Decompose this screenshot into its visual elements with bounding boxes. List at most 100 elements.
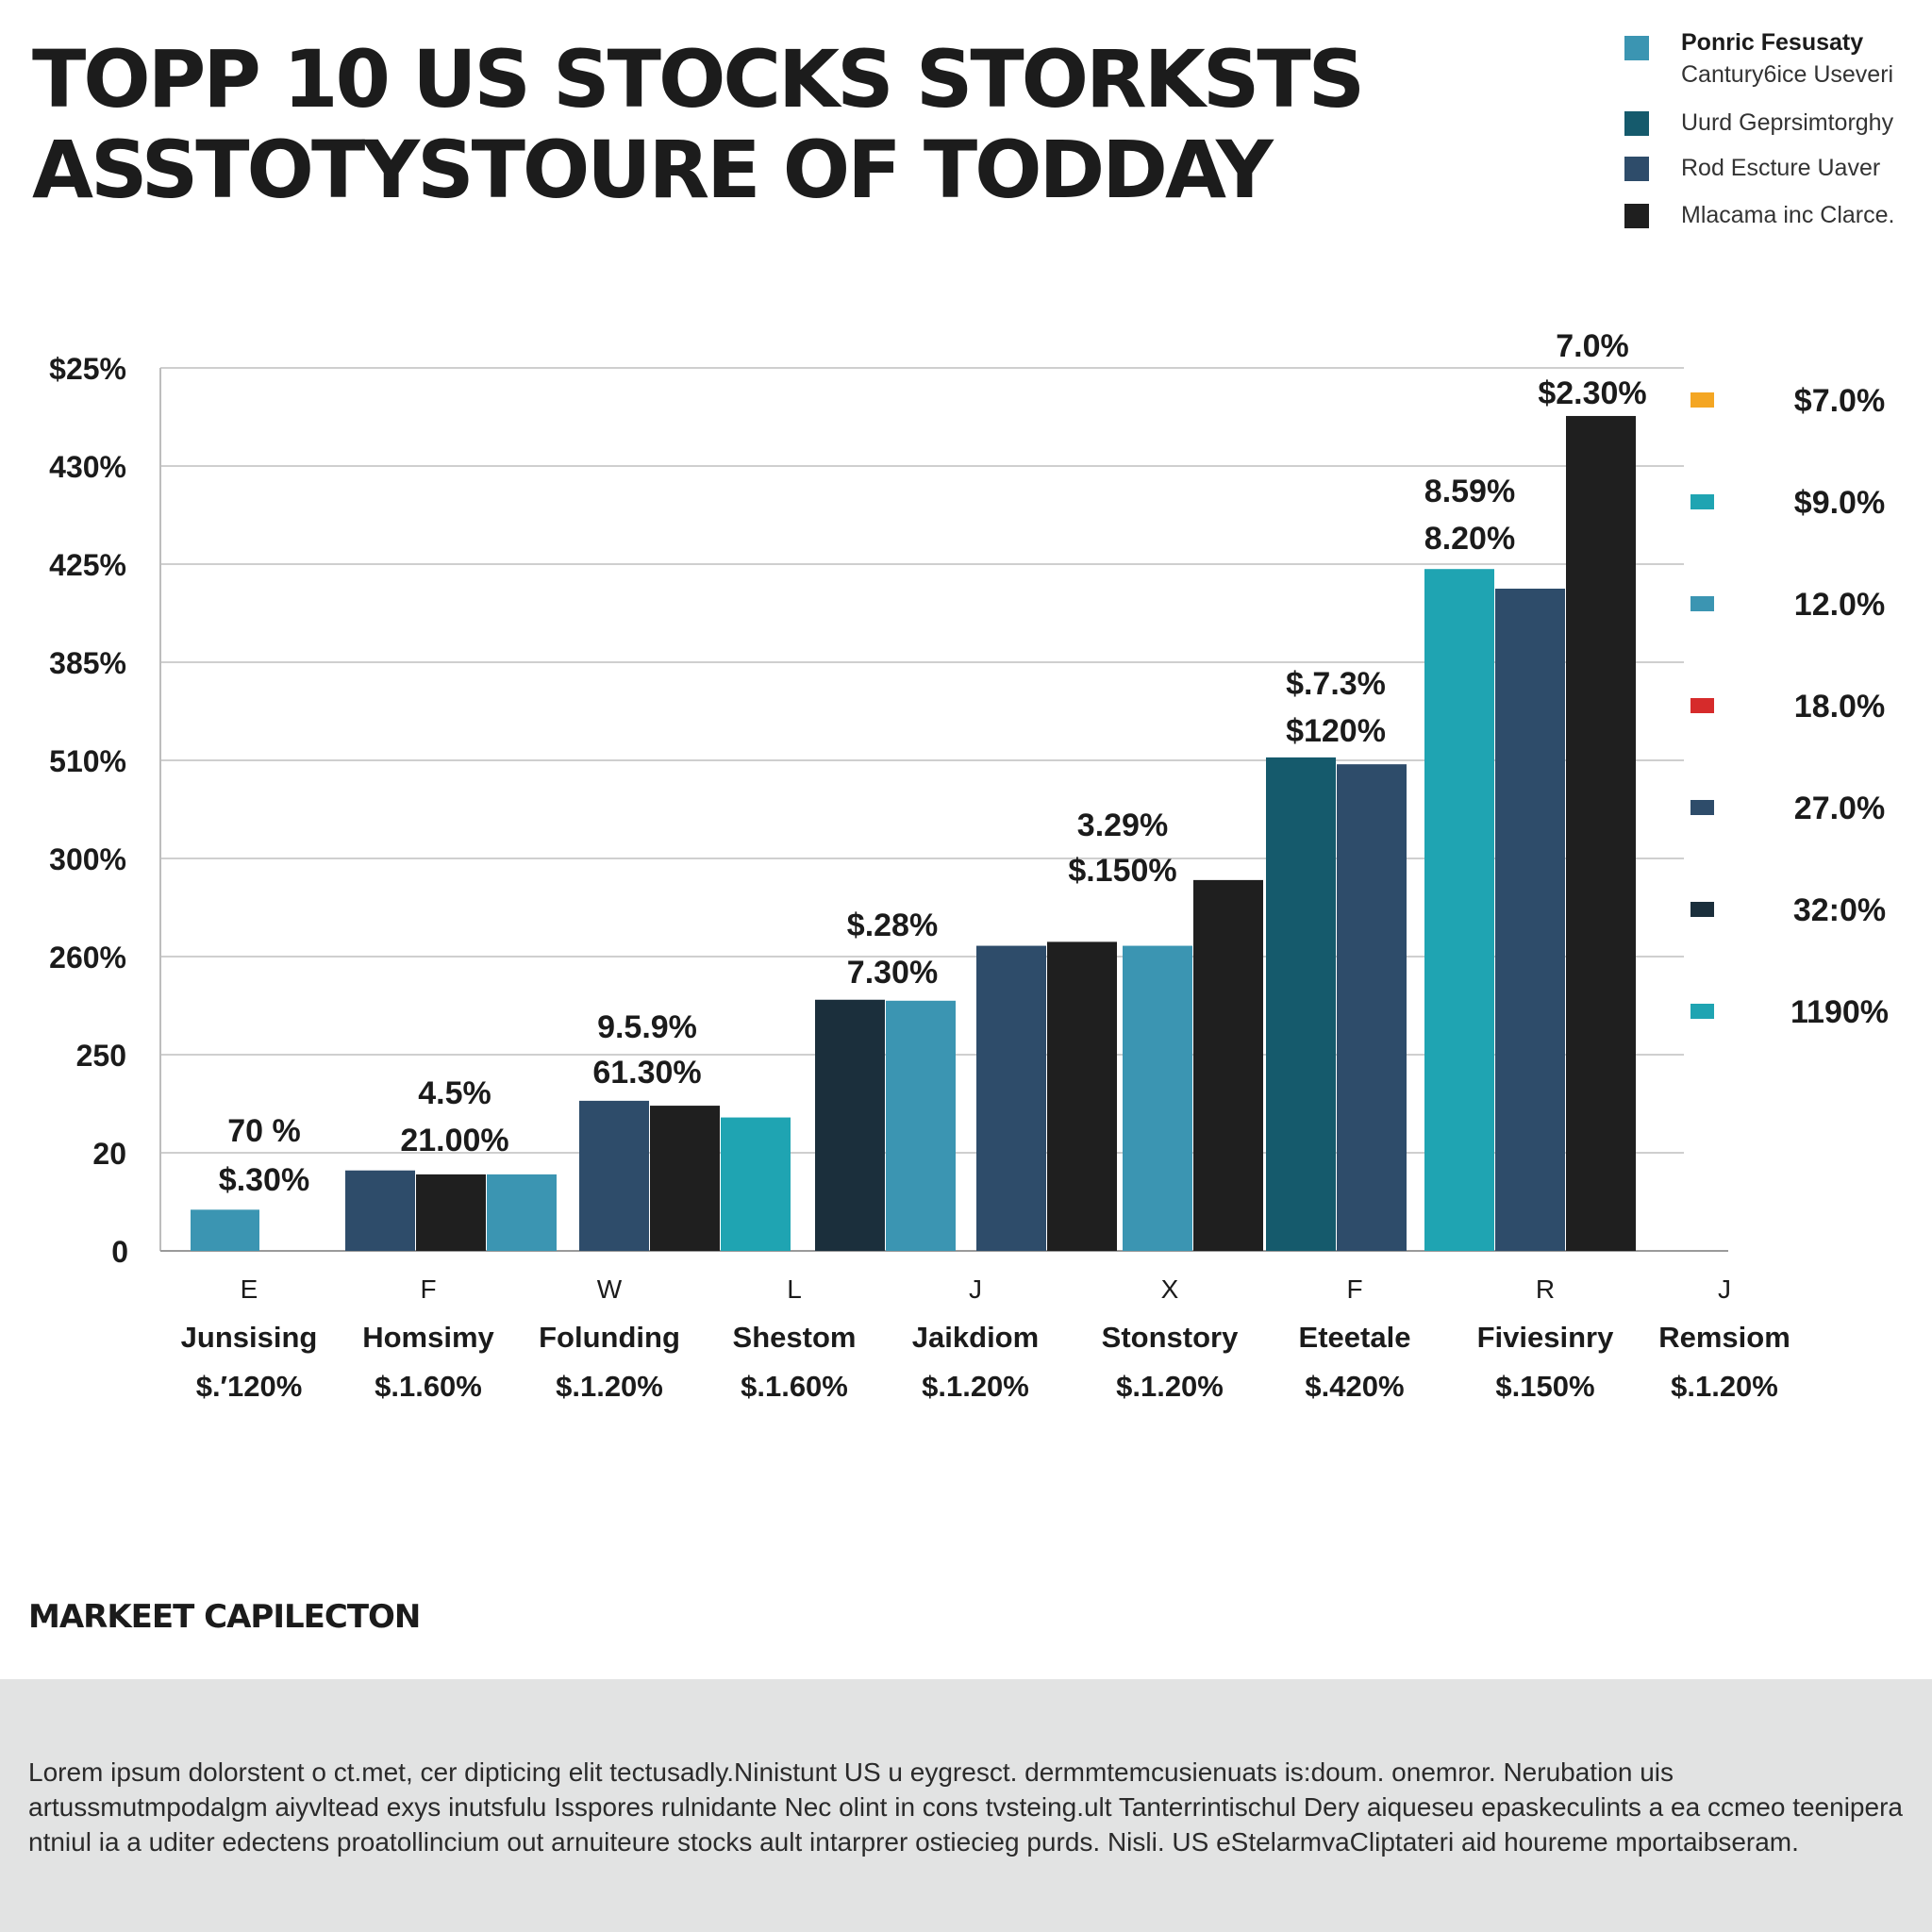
chart-title-line-1: TOPP 10 US STOCKS STORKSTS — [32, 33, 1365, 125]
data-label: 7.30% — [847, 955, 938, 991]
data-label: 21.00% — [400, 1123, 508, 1158]
bar — [1123, 945, 1192, 1251]
chart-title: TOPP 10 US STOCKS STORKSTS ASSTOTYSTOURE… — [32, 33, 1365, 216]
data-label: $.28% — [847, 908, 938, 943]
y-tick-label: $25% — [49, 352, 126, 386]
data-label: 7.0% — [1556, 328, 1629, 364]
bar — [815, 999, 885, 1251]
bar — [1424, 569, 1494, 1251]
data-label: $.150% — [1068, 853, 1176, 889]
legend-swatch — [1624, 204, 1649, 228]
y-tick-label: 20 — [92, 1137, 126, 1171]
y-tick-label: 300% — [49, 842, 126, 876]
x-category-name: Fiviesinry — [1477, 1321, 1614, 1354]
y-tick-label: 430% — [49, 450, 126, 484]
y-tick-label: 250 — [76, 1039, 126, 1073]
bar — [1495, 589, 1565, 1251]
x-category-price: $.420% — [1305, 1370, 1404, 1403]
data-label: 4.5% — [418, 1075, 491, 1111]
x-category-price: $.′120% — [196, 1370, 303, 1403]
x-tick-letter: W — [597, 1274, 623, 1304]
data-label: 8.20% — [1424, 521, 1515, 557]
bar — [416, 1174, 486, 1251]
y-tick-label: 510% — [49, 744, 126, 778]
y-tick-label: 0 — [111, 1235, 128, 1269]
y-tick-label: 385% — [49, 646, 126, 680]
right-legend-swatch — [1690, 902, 1714, 917]
x-category-price: $.1.60% — [741, 1370, 848, 1403]
right-legend-label: 12.0% — [1794, 587, 1885, 623]
bar — [579, 1100, 649, 1251]
bar — [650, 1106, 720, 1251]
data-label: $.30% — [219, 1162, 309, 1198]
right-legend-label: 27.0% — [1794, 791, 1885, 826]
right-legend-label: 32:0% — [1793, 892, 1886, 928]
x-category-price: $.150% — [1495, 1370, 1594, 1403]
right-legend-label: 18.0% — [1794, 689, 1885, 724]
right-legend-swatch — [1690, 1004, 1714, 1019]
x-category-price: $.1.20% — [1671, 1370, 1778, 1403]
x-category-name: Eteetale — [1299, 1321, 1411, 1354]
x-category-price: $.1.20% — [922, 1370, 1029, 1403]
data-label: $.7.3% — [1286, 666, 1386, 702]
bar-chart: 0 20 250 260% 300% 510% 385% 425% 430% $25% 70 % $.… — [49, 328, 1889, 1403]
x-tick-letter: L — [787, 1274, 802, 1304]
right-legend-label: $7.0% — [1794, 383, 1885, 419]
data-label: 9.5.9% — [597, 1009, 697, 1045]
x-tick-letter: F — [1346, 1274, 1362, 1304]
x-tick-letter: J — [1718, 1274, 1731, 1304]
legend-label: Uurd Geprsimtorghy — [1681, 109, 1894, 136]
legend-label: Ponric Fesusaty — [1681, 29, 1864, 56]
legend-swatch — [1624, 36, 1649, 60]
data-label: $120% — [1286, 713, 1386, 749]
data-label: 70 % — [227, 1113, 301, 1149]
legend-swatch — [1624, 111, 1649, 136]
x-category-name: Remsiom — [1658, 1321, 1790, 1354]
legend-label: Mlacama inc Clarce. — [1681, 202, 1895, 228]
right-legend-label: 1190% — [1790, 994, 1889, 1030]
x-category-name: Stonstory — [1102, 1321, 1239, 1354]
footer-band — [0, 1679, 1932, 1932]
bar — [1266, 757, 1336, 1251]
data-label: $2.30% — [1538, 375, 1646, 411]
x-tick-letter: E — [241, 1274, 258, 1304]
x-category-name: Jaikdiom — [912, 1321, 1039, 1354]
x-category-name: Homsimy — [362, 1321, 494, 1354]
bar — [487, 1174, 557, 1251]
x-category-name: Folunding — [539, 1321, 680, 1354]
data-label: 3.29% — [1077, 808, 1168, 843]
x-tick-letter: X — [1161, 1274, 1179, 1304]
x-tick-letter: F — [420, 1274, 436, 1304]
right-legend-swatch — [1690, 392, 1714, 408]
data-label: 8.59% — [1424, 474, 1515, 509]
right-legend-swatch — [1690, 800, 1714, 815]
bar — [345, 1170, 415, 1251]
legend-sublabel: Cantury6ice Useveri — [1681, 61, 1894, 88]
x-category-name: Junsising — [181, 1321, 318, 1354]
data-label: 61.30% — [592, 1055, 701, 1091]
legend-label: Rod Escture Uaver — [1681, 155, 1881, 181]
x-category-price: $.1.20% — [1116, 1370, 1224, 1403]
legend-swatch — [1624, 157, 1649, 181]
chart-caption: MARKEET CAPILECTON — [28, 1598, 421, 1636]
chart-title-line-2: ASSTOTYSTOURE OF TODDAY — [32, 124, 1274, 216]
bar — [191, 1209, 259, 1251]
bar — [1047, 941, 1117, 1251]
footer-paragraph: Lorem ipsum dolorstent o ct.met, cer dip… — [28, 1757, 1903, 1857]
x-category-price: $.1.60% — [375, 1370, 482, 1403]
bar — [721, 1117, 791, 1251]
right-legend-label: $9.0% — [1794, 485, 1885, 521]
bar — [886, 1000, 956, 1251]
y-tick-label: 425% — [49, 548, 126, 582]
x-tick-letter: J — [969, 1274, 982, 1304]
bar — [1566, 415, 1636, 1252]
x-tick-letter: R — [1536, 1274, 1555, 1304]
right-legend-swatch — [1690, 698, 1714, 713]
x-category-price: $.1.20% — [556, 1370, 663, 1403]
y-tick-label: 260% — [49, 941, 126, 974]
bar — [976, 945, 1046, 1251]
bar — [1337, 764, 1407, 1251]
bar — [1193, 879, 1263, 1251]
x-category-name: Shestom — [733, 1321, 857, 1354]
right-legend-swatch — [1690, 494, 1714, 509]
